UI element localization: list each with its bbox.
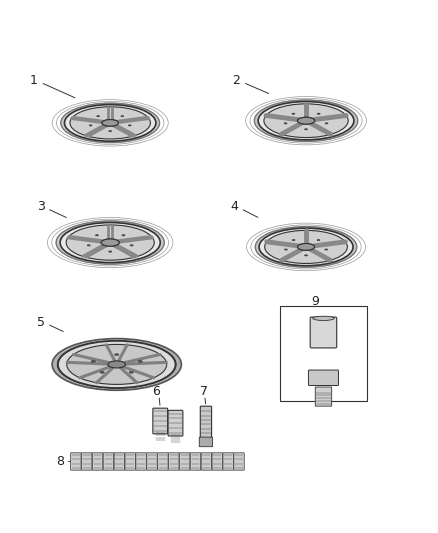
Text: 4: 4 — [230, 200, 238, 213]
Ellipse shape — [292, 239, 295, 240]
Ellipse shape — [297, 117, 314, 124]
FancyBboxPatch shape — [147, 453, 157, 470]
Ellipse shape — [102, 119, 118, 126]
Text: 9: 9 — [311, 295, 319, 308]
FancyBboxPatch shape — [169, 453, 179, 470]
Ellipse shape — [255, 227, 357, 267]
FancyBboxPatch shape — [310, 317, 337, 348]
Ellipse shape — [130, 245, 133, 246]
Ellipse shape — [128, 125, 131, 126]
Text: 5: 5 — [36, 316, 45, 329]
FancyBboxPatch shape — [114, 453, 124, 470]
FancyBboxPatch shape — [315, 387, 332, 406]
FancyBboxPatch shape — [153, 408, 168, 434]
Ellipse shape — [64, 104, 156, 141]
Ellipse shape — [258, 102, 354, 140]
Ellipse shape — [101, 239, 119, 246]
Ellipse shape — [284, 123, 287, 124]
Ellipse shape — [95, 235, 99, 236]
FancyBboxPatch shape — [212, 453, 223, 470]
Ellipse shape — [97, 116, 99, 117]
Ellipse shape — [102, 119, 118, 126]
Ellipse shape — [52, 338, 181, 390]
Text: 7: 7 — [200, 385, 208, 398]
Ellipse shape — [57, 341, 176, 388]
Ellipse shape — [70, 107, 150, 139]
FancyBboxPatch shape — [308, 370, 339, 385]
FancyBboxPatch shape — [199, 437, 212, 447]
Ellipse shape — [285, 249, 287, 250]
Ellipse shape — [56, 221, 164, 264]
Text: 2: 2 — [233, 74, 240, 87]
Text: 6: 6 — [152, 385, 160, 398]
Ellipse shape — [325, 249, 328, 250]
Ellipse shape — [304, 129, 307, 130]
Ellipse shape — [259, 228, 353, 266]
FancyBboxPatch shape — [200, 406, 212, 439]
Ellipse shape — [305, 255, 307, 256]
Ellipse shape — [254, 100, 358, 141]
FancyBboxPatch shape — [234, 453, 244, 470]
FancyBboxPatch shape — [180, 453, 190, 470]
FancyBboxPatch shape — [201, 453, 212, 470]
Ellipse shape — [129, 372, 133, 373]
FancyBboxPatch shape — [136, 453, 146, 470]
FancyBboxPatch shape — [103, 453, 114, 470]
FancyBboxPatch shape — [190, 453, 201, 470]
Ellipse shape — [297, 244, 314, 251]
Ellipse shape — [58, 341, 176, 388]
Ellipse shape — [317, 113, 320, 114]
Ellipse shape — [89, 125, 92, 126]
FancyBboxPatch shape — [71, 453, 81, 470]
Ellipse shape — [87, 245, 90, 246]
Ellipse shape — [60, 223, 160, 263]
Ellipse shape — [115, 354, 119, 356]
Ellipse shape — [91, 360, 95, 362]
Ellipse shape — [67, 344, 167, 384]
Ellipse shape — [264, 104, 348, 138]
Ellipse shape — [109, 251, 112, 252]
Ellipse shape — [100, 372, 104, 373]
Ellipse shape — [297, 117, 314, 124]
Ellipse shape — [313, 316, 334, 320]
Ellipse shape — [61, 103, 159, 143]
Bar — [280, 305, 367, 401]
Ellipse shape — [292, 113, 295, 114]
FancyBboxPatch shape — [223, 453, 233, 470]
Ellipse shape — [121, 116, 124, 117]
Ellipse shape — [265, 230, 347, 263]
Ellipse shape — [317, 239, 320, 240]
Ellipse shape — [138, 360, 142, 362]
Ellipse shape — [109, 131, 112, 132]
Ellipse shape — [325, 123, 328, 124]
Text: 1: 1 — [30, 74, 38, 87]
Ellipse shape — [108, 361, 126, 368]
Ellipse shape — [297, 244, 314, 251]
Text: 8: 8 — [57, 455, 64, 468]
Ellipse shape — [66, 225, 154, 260]
Text: 3: 3 — [37, 200, 45, 213]
FancyBboxPatch shape — [125, 453, 135, 470]
Ellipse shape — [122, 235, 125, 236]
FancyBboxPatch shape — [92, 453, 103, 470]
FancyBboxPatch shape — [158, 453, 168, 470]
Ellipse shape — [101, 239, 119, 246]
FancyBboxPatch shape — [168, 410, 183, 436]
FancyBboxPatch shape — [81, 453, 92, 470]
